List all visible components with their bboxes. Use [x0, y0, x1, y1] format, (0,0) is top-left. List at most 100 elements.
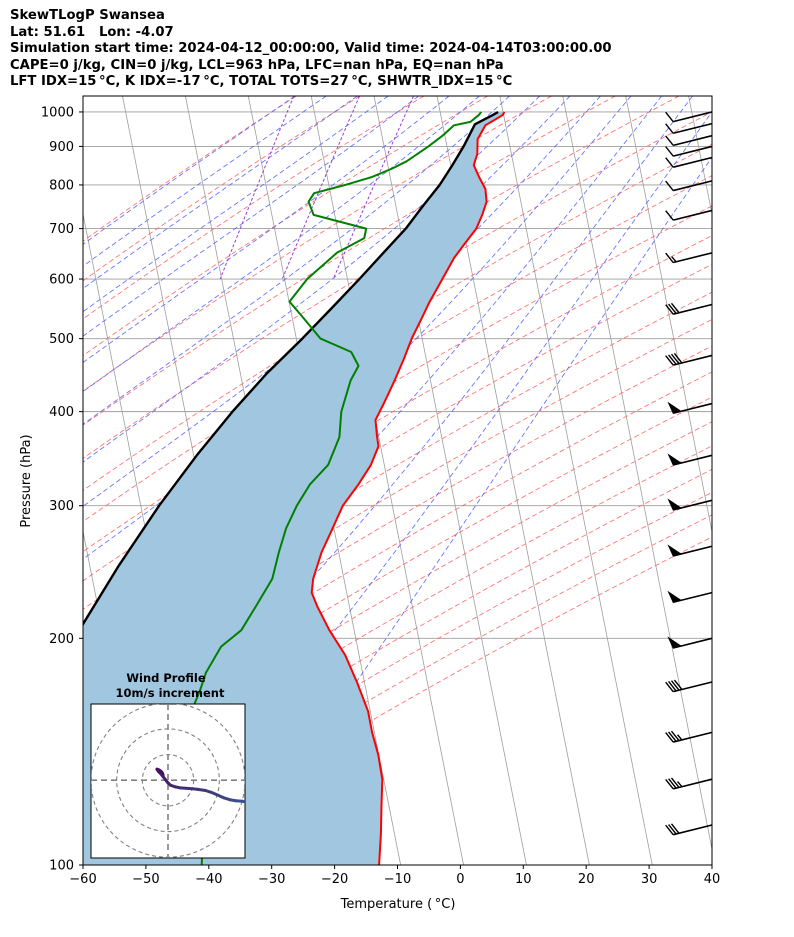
mixing-ratio-line	[219, 96, 295, 280]
dry-adiabat	[83, 396, 712, 766]
wind-barb	[665, 209, 713, 221]
wind-barb	[665, 156, 713, 168]
moist-adiabat	[83, 96, 389, 313]
chart-header: SkewTLogP Swansea Lat: 51.61 Lon: -4.07 …	[10, 8, 612, 91]
x-axis-label: Temperature ( °C)	[340, 897, 456, 912]
barb-full	[670, 823, 680, 834]
barb-full	[670, 777, 680, 788]
barb-staff	[672, 681, 713, 693]
barb-staff	[672, 134, 713, 147]
wind-barb	[665, 353, 713, 366]
barb-staff	[672, 209, 713, 221]
x-tick-label: 20	[578, 872, 595, 887]
time-line: Simulation start time: 2024-04-12_00:00:…	[10, 41, 612, 57]
isotherm-line	[625, 96, 712, 534]
isotherm-line	[562, 96, 712, 852]
hodograph-subtitle: 10m/s increment	[116, 686, 225, 700]
barb-full	[668, 354, 677, 365]
wind-barb	[665, 679, 713, 693]
barb-full	[670, 353, 680, 365]
reference-lines	[83, 96, 712, 865]
barb-full	[665, 180, 674, 191]
dry-adiabat	[83, 421, 712, 790]
wind-barb	[665, 134, 713, 147]
wind-barb	[665, 302, 713, 315]
barb-half	[677, 781, 683, 788]
y-tick-label: 900	[49, 140, 74, 155]
wind-barb	[665, 122, 713, 135]
barb-full	[668, 731, 677, 742]
x-tick-label: −50	[132, 872, 159, 887]
x-tick-label: −20	[321, 872, 348, 887]
dry-adiabat	[83, 345, 712, 717]
barb-full	[665, 355, 674, 366]
cape-fill-area	[83, 112, 505, 865]
hodograph-segment	[240, 799, 245, 804]
barb-staff	[672, 354, 713, 366]
barb-staff	[672, 778, 713, 790]
barb-staff	[672, 122, 713, 135]
x-tick-label: 10	[515, 872, 532, 887]
dry-adiabat	[83, 205, 712, 582]
moist-adiabat	[83, 96, 693, 797]
wind-barb	[665, 730, 713, 743]
moist-adiabat	[83, 96, 571, 507]
dry-adiabat	[83, 96, 361, 282]
y-tick-label: 500	[49, 332, 74, 347]
wind-barb	[667, 453, 713, 466]
hodograph-title: Wind Profile	[126, 671, 206, 685]
indices-line: LFT IDX=15 °C, K IDX=-17 °C, TOTAL TOTS=…	[10, 74, 513, 90]
isotherm-line	[373, 96, 527, 865]
barb-staff	[672, 180, 713, 192]
moist-adiabat	[83, 96, 480, 393]
dry-adiabat	[102, 514, 712, 865]
barb-full	[665, 732, 674, 743]
moist-adiabat	[83, 96, 450, 364]
y-tick-label: 300	[49, 499, 74, 514]
barb-staff	[672, 111, 713, 123]
barb-full	[665, 304, 674, 315]
barb-flag	[667, 453, 683, 466]
barb-staff	[672, 145, 713, 157]
barb-staff	[672, 303, 713, 315]
chart-title: SkewTLogP Swansea	[10, 8, 165, 23]
wind-barb	[665, 777, 713, 790]
location-line: Lat: 51.61 Lon: -4.07	[10, 24, 174, 40]
x-tick-label: −10	[384, 872, 411, 887]
y-axis-label: Pressure (hPa)	[19, 434, 34, 527]
moist-adiabat	[83, 96, 510, 425]
y-tick-label: 200	[49, 632, 74, 647]
moist-adiabat	[227, 156, 712, 865]
wind-barb	[665, 823, 713, 836]
barb-flag	[667, 636, 683, 649]
dry-adiabat	[83, 96, 552, 392]
x-tick-label: −60	[69, 872, 96, 887]
dry-adiabat	[83, 96, 297, 242]
parcel-profile-line	[83, 110, 499, 627]
x-tick-label: 0	[456, 872, 464, 887]
barb-staff	[672, 252, 713, 264]
isotherm-line	[310, 96, 464, 865]
barb-full	[668, 824, 677, 835]
y-tick-label: 800	[49, 178, 74, 193]
barb-full	[668, 681, 677, 692]
dewpoint-line	[183, 111, 482, 865]
wind-barb	[665, 145, 713, 157]
barb-full	[665, 123, 674, 134]
barb-full	[665, 135, 674, 146]
moist-adiabat	[83, 96, 601, 560]
barb-full	[665, 252, 674, 263]
barb-staff	[672, 156, 713, 168]
y-tick-label: 600	[49, 273, 74, 288]
barb-flag	[667, 544, 683, 557]
dry-adiabat	[83, 111, 712, 491]
barb-full	[673, 679, 683, 690]
dry-adiabat	[83, 291, 712, 665]
axes: −60 −50 −40 −30 −20 −10 0 10 20 30 40 1000 900 800 700…	[41, 105, 720, 887]
barb-flag	[667, 590, 683, 603]
dry-adiabat	[83, 468, 712, 835]
wind-barb	[665, 252, 713, 264]
moist-adiabat	[83, 96, 541, 463]
wind-barb	[667, 590, 713, 604]
